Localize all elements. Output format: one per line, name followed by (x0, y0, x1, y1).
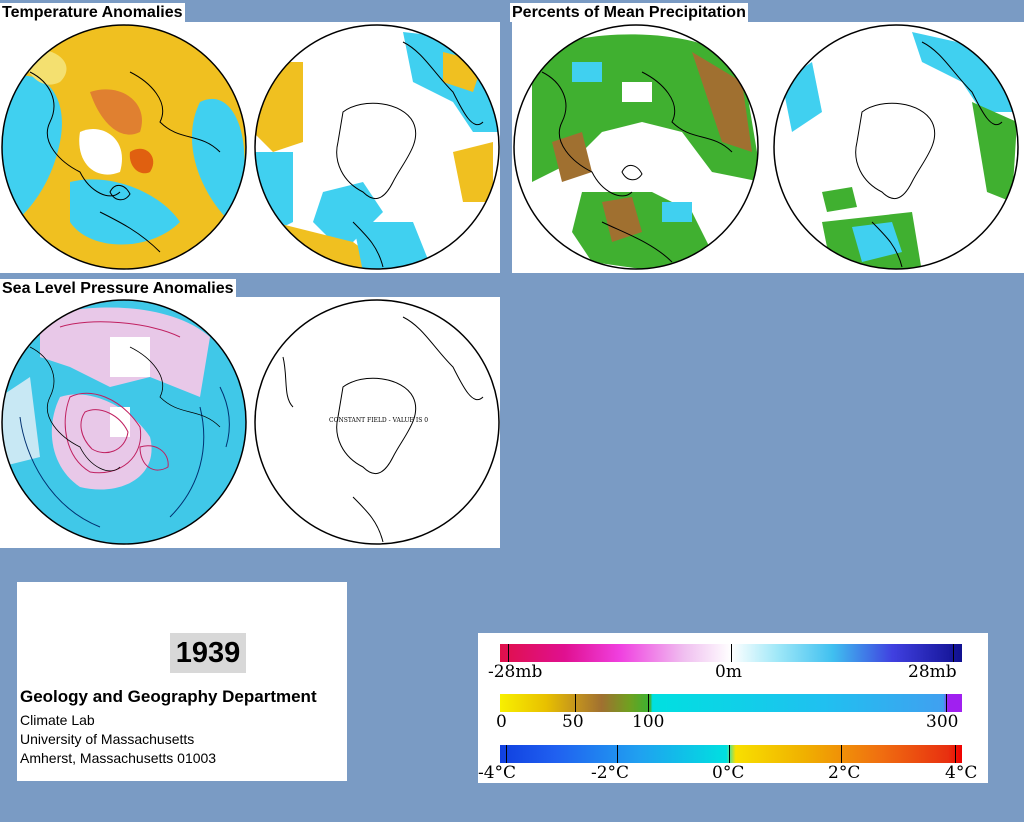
temperature-globe-north (0, 22, 250, 273)
university-label: University of Massachusetts (20, 731, 195, 747)
temperature-tick-neg2: -2°C (591, 763, 630, 783)
constant-field-label: CONSTANT FIELD - VALUE IS 0 (329, 417, 429, 424)
pressure-panel: CONSTANT FIELD - VALUE IS 0 (0, 297, 500, 548)
temperature-tick-4: 4°C (945, 763, 978, 783)
precipitation-title: Percents of Mean Precipitation (510, 3, 748, 22)
precip-colorbar (500, 694, 962, 712)
temperature-tick-2: 2°C (828, 763, 861, 783)
address-label: Amherst, Massachusetts 01003 (20, 750, 217, 766)
pressure-title: Sea Level Pressure Anomalies (0, 279, 236, 298)
info-box: 1939 Geology and Geography Department Cl… (17, 582, 347, 781)
temperature-panel (0, 22, 500, 273)
temperature-colorbar (500, 745, 962, 763)
precipitation-panel (512, 22, 1024, 273)
lab-label: Climate Lab (20, 712, 95, 728)
pressure-colorbar (500, 644, 962, 662)
precip-tick-100: 100 (632, 712, 665, 732)
pressure-globe-north (0, 297, 250, 548)
pressure-tick-mid: 0m (715, 662, 742, 682)
legend-box: -28mb 0m 28mb 0 50 100 300 -4°C -2°C 0°C… (478, 633, 988, 783)
year-label: 1939 (170, 633, 246, 673)
temperature-globe-south (253, 22, 500, 273)
pressure-tick-min: -28mb (488, 662, 543, 682)
pressure-tick-max: 28mb (908, 662, 957, 682)
precip-tick-50: 50 (562, 712, 584, 732)
temperature-tick-0: 0°C (712, 763, 745, 783)
precip-tick-0: 0 (496, 712, 507, 732)
temperature-title: Temperature Anomalies (0, 3, 185, 22)
pressure-globe-south: CONSTANT FIELD - VALUE IS 0 (253, 297, 500, 548)
precipitation-globe-north (512, 22, 766, 273)
department-label: Geology and Geography Department (20, 687, 317, 706)
precip-tick-300: 300 (926, 712, 959, 732)
temperature-tick-neg4: -4°C (478, 763, 517, 783)
precipitation-globe-south (772, 22, 1022, 273)
